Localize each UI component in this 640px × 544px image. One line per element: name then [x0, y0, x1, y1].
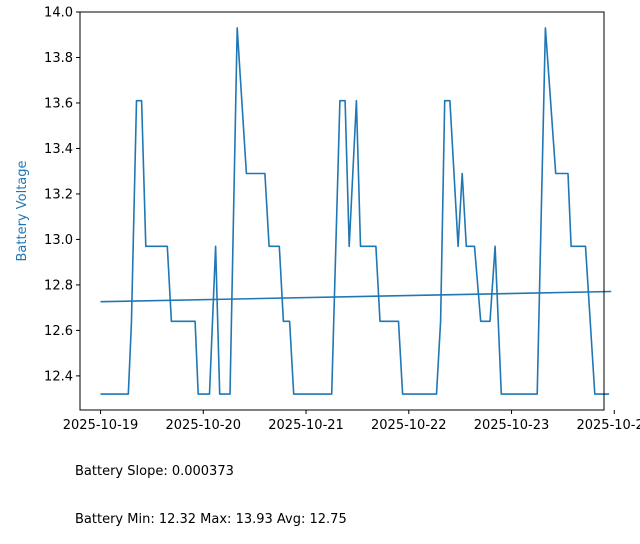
x-tick-label: 2025-10-21: [268, 418, 344, 433]
y-tick-label: 12.6: [44, 324, 73, 339]
battery-voltage-line: [100, 27, 610, 395]
y-tick-label: 13.4: [44, 142, 73, 157]
y-tick-label: 13.6: [44, 96, 73, 111]
y-tick-label: 13.8: [44, 51, 73, 66]
y-tick-label: 12.4: [44, 369, 73, 384]
x-tick-label: 2025-10-23: [474, 418, 550, 433]
trend-line: [100, 290, 612, 303]
x-tick-label: 2025-10-19: [63, 418, 139, 433]
y-tick-label: 13.0: [44, 233, 73, 248]
y-tick-label: 13.2: [44, 187, 73, 202]
y-axis-label: Battery Voltage: [15, 160, 30, 261]
plot-frame: [79, 11, 605, 411]
x-tick-label: 2025-10-20: [166, 418, 242, 433]
battery-min-max-avg-text: Battery Min: 12.32 Max: 13.93 Avg: 12.75: [75, 512, 347, 527]
y-tick-label: 12.8: [44, 278, 73, 293]
x-tick-label: 2025-10-22: [371, 418, 447, 433]
y-tick-label: 14.0: [44, 6, 73, 21]
battery-slope-text: Battery Slope: 0.000373: [75, 464, 234, 479]
stats-block: Battery Slope: 0.000373 Battery Min: 12.…: [75, 432, 347, 544]
x-tick-label: 2025-10-24: [576, 418, 640, 433]
battery-voltage-chart: 2025-10-19 2025-10-20 2025-10-21 2025-10-22…: [15, 6, 640, 434]
